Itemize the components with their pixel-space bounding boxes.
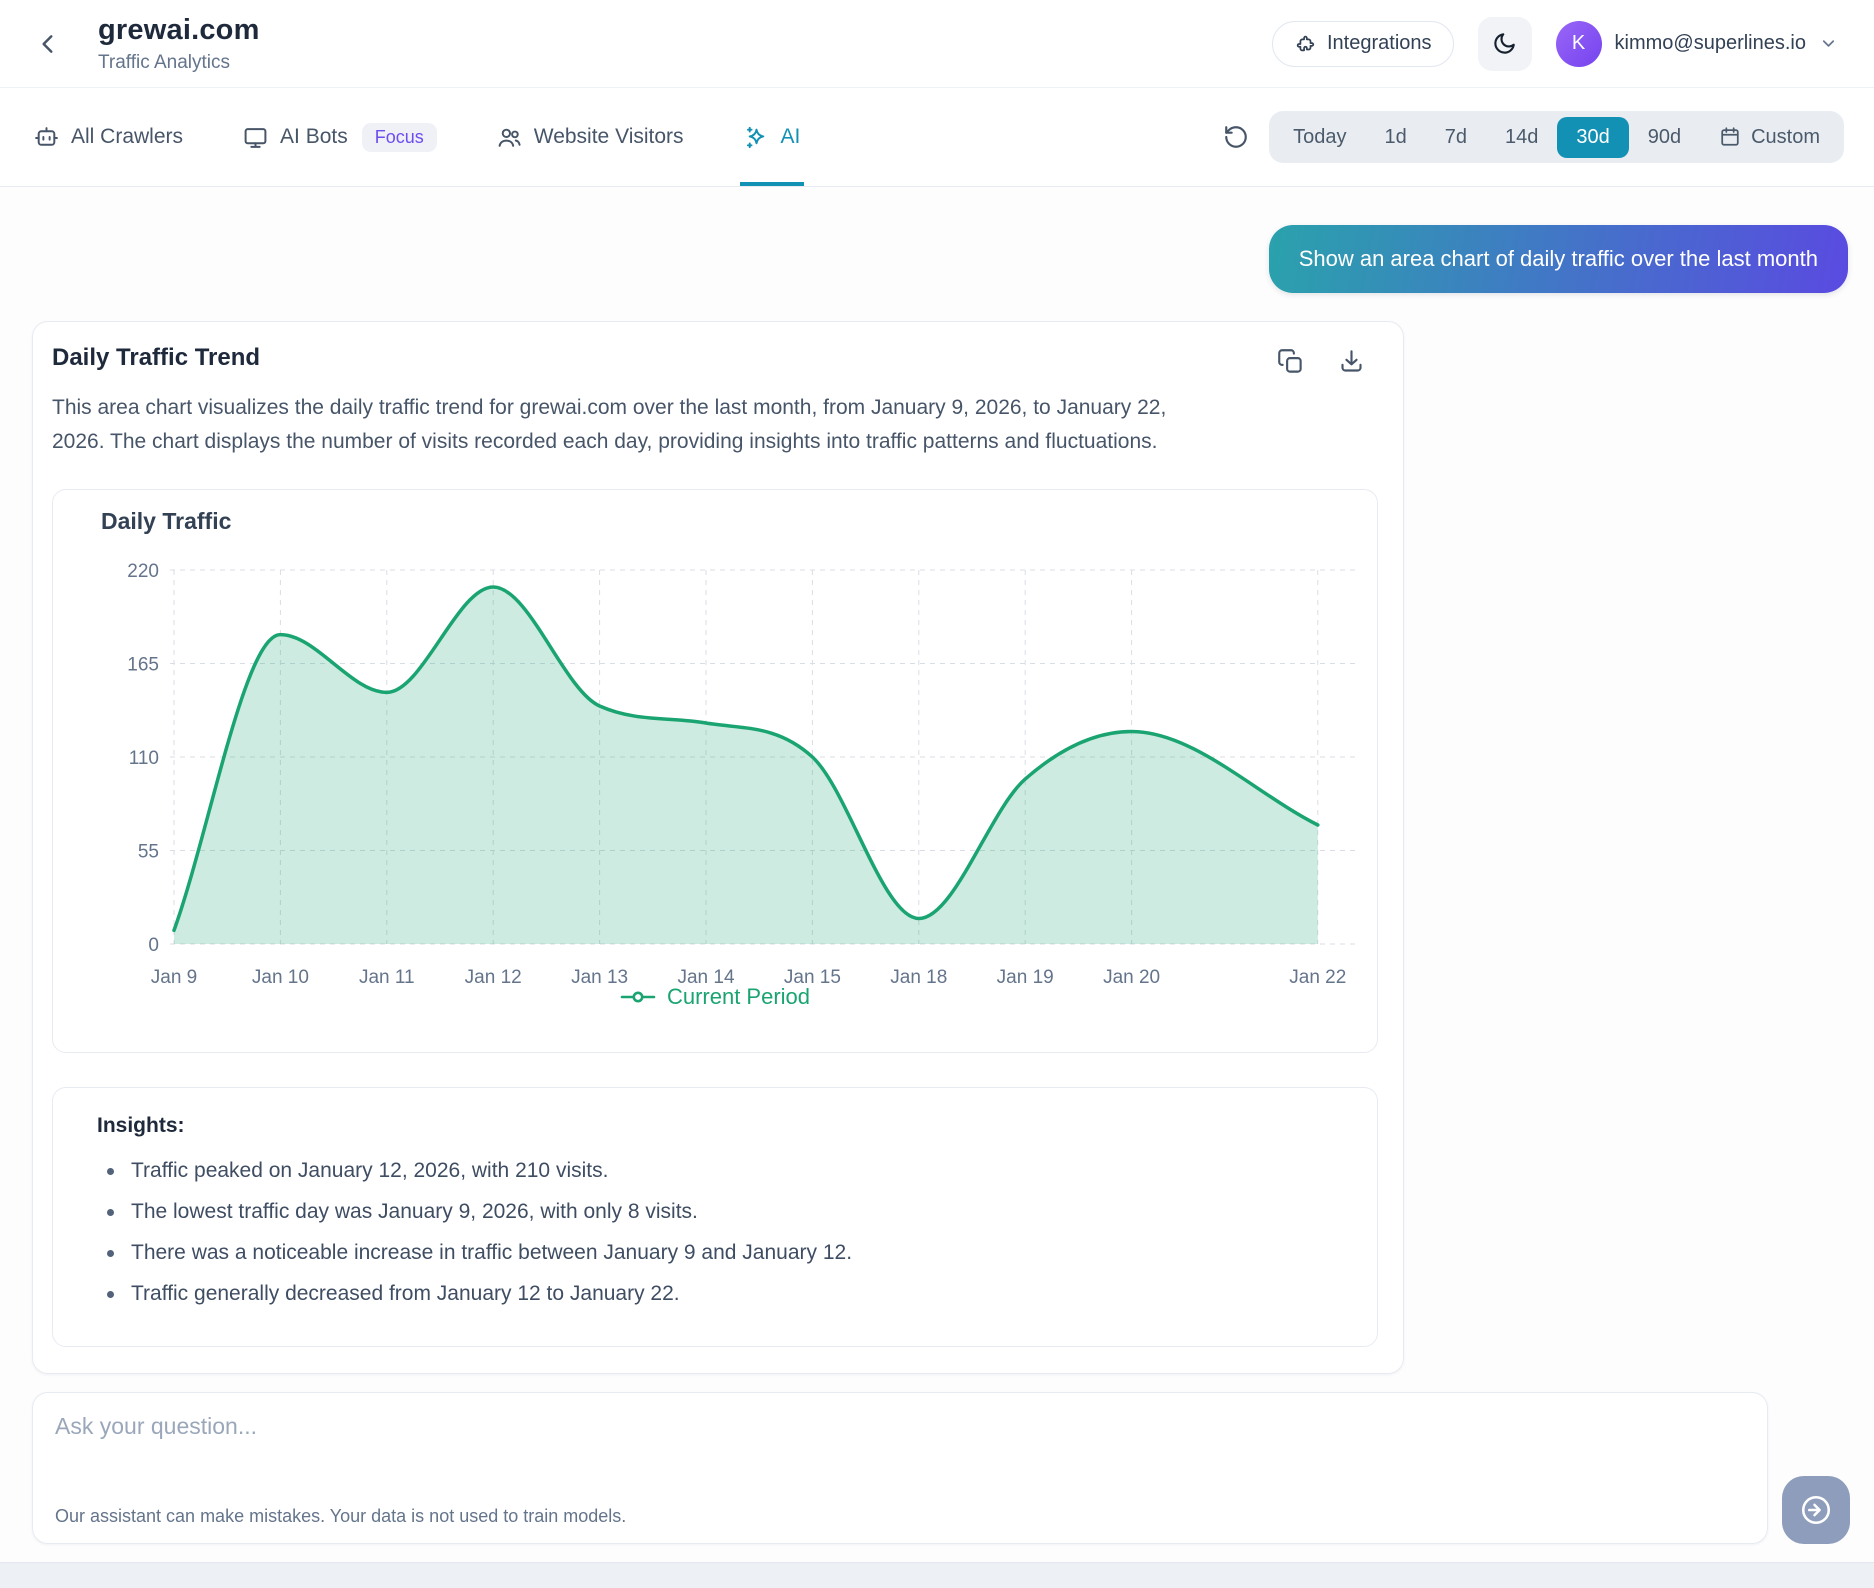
chevron-left-icon bbox=[35, 31, 61, 57]
time-range-selector: Today 1d 7d 14d 30d 90d Custom bbox=[1269, 111, 1844, 163]
question-input[interactable] bbox=[55, 1413, 1743, 1483]
sparkles-icon bbox=[744, 125, 769, 150]
insight-item: Traffic generally decreased from January… bbox=[97, 1281, 1333, 1307]
svg-text:Jan 15: Jan 15 bbox=[784, 967, 841, 988]
monitor-icon bbox=[243, 125, 268, 150]
calendar-icon bbox=[1719, 126, 1741, 148]
bot-icon bbox=[34, 125, 59, 150]
tab-all-crawlers[interactable]: All Crawlers bbox=[30, 88, 187, 186]
daily-traffic-chart-card: Daily Traffic 0 55 110 165 220 Jan 9 Jan 10 Jan… bbox=[52, 489, 1378, 1053]
legend-line-dot-icon bbox=[620, 989, 656, 1005]
avatar: K bbox=[1555, 20, 1602, 67]
range-14d[interactable]: 14d bbox=[1486, 117, 1557, 158]
svg-text:165: 165 bbox=[127, 655, 159, 676]
svg-text:Jan 13: Jan 13 bbox=[571, 967, 628, 988]
user-message-bubble: Show an area chart of daily traffic over… bbox=[1268, 225, 1848, 293]
download-icon bbox=[1338, 348, 1365, 375]
svg-text:110: 110 bbox=[129, 748, 159, 769]
integrations-button[interactable]: Integrations bbox=[1272, 20, 1454, 67]
insight-item: The lowest traffic day was January 9, 20… bbox=[97, 1199, 1333, 1225]
svg-text:Jan 14: Jan 14 bbox=[677, 967, 734, 988]
theme-toggle-button[interactable] bbox=[1477, 16, 1532, 71]
bottom-strip bbox=[0, 1562, 1874, 1588]
focus-badge: Focus bbox=[361, 122, 437, 152]
refresh-icon bbox=[1223, 124, 1249, 150]
range-7d[interactable]: 7d bbox=[1426, 117, 1486, 158]
composer-disclaimer: Our assistant can make mistakes. Your da… bbox=[55, 1506, 627, 1526]
insights-card: Insights: Traffic peaked on January 12, … bbox=[52, 1087, 1378, 1347]
svg-text:Jan 20: Jan 20 bbox=[1103, 967, 1160, 988]
puzzle-icon bbox=[1294, 33, 1316, 55]
app-header: grewai.com Traffic Analytics Integration… bbox=[0, 0, 1874, 88]
svg-text:Jan 12: Jan 12 bbox=[465, 967, 522, 988]
page-subtitle: Traffic Analytics bbox=[98, 51, 230, 73]
question-composer: Our assistant can make mistakes. Your da… bbox=[32, 1392, 1768, 1544]
range-1d[interactable]: 1d bbox=[1365, 117, 1425, 158]
range-90d[interactable]: 90d bbox=[1629, 117, 1700, 158]
chart-legend: Current Period bbox=[53, 984, 1377, 1010]
range-custom[interactable]: Custom bbox=[1700, 117, 1839, 158]
tab-ai-bots[interactable]: AI Bots Focus bbox=[239, 88, 441, 186]
moon-icon bbox=[1491, 30, 1518, 57]
svg-text:Jan 11: Jan 11 bbox=[359, 967, 415, 988]
back-button[interactable] bbox=[30, 26, 66, 62]
refresh-button[interactable] bbox=[1223, 124, 1249, 150]
send-arrow-icon bbox=[1798, 1492, 1834, 1528]
range-30d[interactable]: 30d bbox=[1557, 116, 1629, 158]
tab-website-visitors[interactable]: Website Visitors bbox=[493, 88, 688, 186]
user-email: kimmo@superlines.io bbox=[1614, 32, 1806, 54]
legend-label: Current Period bbox=[666, 984, 811, 1009]
svg-text:Jan 22: Jan 22 bbox=[1289, 967, 1346, 988]
svg-text:Jan 10: Jan 10 bbox=[252, 967, 309, 988]
chart-title: Daily Traffic bbox=[101, 508, 232, 534]
copy-icon bbox=[1277, 348, 1304, 375]
svg-text:55: 55 bbox=[138, 842, 159, 863]
svg-text:Jan 9: Jan 9 bbox=[151, 967, 197, 988]
tab-bar: All Crawlers AI Bots Focus Website Visitors… bbox=[0, 88, 1874, 187]
svg-text:0: 0 bbox=[148, 935, 159, 956]
card-title: Daily Traffic Trend bbox=[52, 344, 261, 371]
send-button[interactable] bbox=[1782, 1476, 1850, 1544]
copy-button[interactable] bbox=[1277, 348, 1304, 375]
main-content: Show an area chart of daily traffic over… bbox=[0, 225, 1874, 1544]
range-today[interactable]: Today bbox=[1274, 117, 1365, 158]
card-description: This area chart visualizes the daily tra… bbox=[52, 396, 1167, 453]
insights-heading: Insights: bbox=[97, 1114, 185, 1137]
insight-item: There was a noticeable increase in traff… bbox=[97, 1240, 1333, 1266]
download-button[interactable] bbox=[1338, 348, 1365, 375]
area-chart: 0 55 110 165 220 Jan 9 Jan 10 Jan 11 Jan 12 Jan 1… bbox=[127, 561, 1355, 988]
page-title: grewai.com bbox=[98, 13, 260, 46]
daily-traffic-trend-card: Daily Traffic Trend This area chart visu… bbox=[32, 321, 1404, 1374]
svg-text:Jan 19: Jan 19 bbox=[997, 967, 1054, 988]
user-menu[interactable]: K kimmo@superlines.io bbox=[1555, 20, 1838, 67]
chevron-down-icon bbox=[1819, 34, 1838, 53]
users-icon bbox=[497, 125, 522, 150]
svg-text:Jan 18: Jan 18 bbox=[890, 967, 947, 988]
insight-item: Traffic peaked on January 12, 2026, with… bbox=[97, 1158, 1333, 1184]
svg-text:220: 220 bbox=[127, 561, 159, 582]
tab-ai[interactable]: AI bbox=[739, 88, 805, 186]
